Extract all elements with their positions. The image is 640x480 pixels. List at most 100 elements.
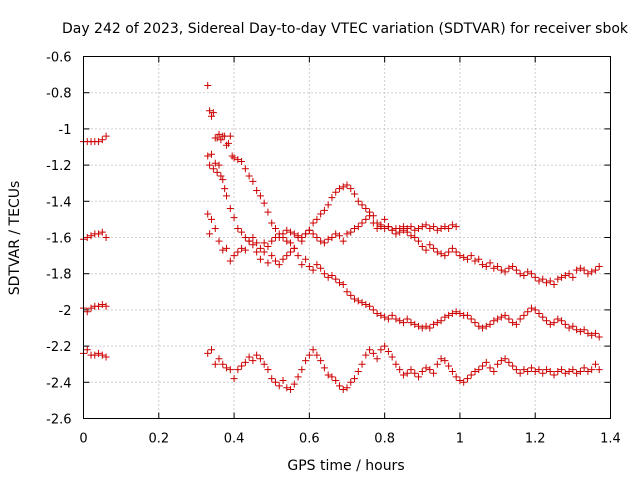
data-point [275, 382, 283, 390]
data-point [576, 264, 584, 272]
data-point [539, 369, 547, 377]
data-point [588, 331, 596, 339]
data-point [268, 237, 276, 245]
data-point [384, 348, 392, 356]
data-point [430, 369, 438, 377]
data-point [524, 308, 532, 316]
series-arc-2 [80, 228, 110, 243]
data-point [83, 346, 91, 354]
data-point [206, 230, 214, 238]
data-point [209, 109, 217, 117]
data-point [527, 304, 535, 312]
data-point [98, 351, 106, 359]
data-point [415, 224, 423, 232]
data-point [512, 320, 520, 328]
data-point [238, 157, 246, 165]
data-point [531, 367, 539, 375]
data-point [358, 299, 366, 307]
data-point [102, 302, 110, 310]
data-point [576, 367, 584, 375]
data-point [433, 360, 441, 368]
data-point [204, 349, 212, 357]
y-tick-label: -0.8 [46, 87, 71, 102]
data-point [445, 311, 453, 319]
data-point [418, 243, 426, 251]
data-point [392, 224, 400, 232]
data-point [283, 252, 291, 260]
data-point [313, 261, 321, 269]
data-point [226, 366, 234, 374]
data-point [445, 248, 453, 256]
data-point [302, 357, 310, 365]
data-point [422, 221, 430, 229]
x-tick-label: 0.6 [299, 432, 320, 447]
data-point [580, 326, 588, 334]
data-point [422, 322, 430, 330]
data-point [558, 317, 566, 325]
data-point [558, 273, 566, 281]
data-point [369, 349, 377, 357]
data-point [403, 369, 411, 377]
data-point [550, 281, 558, 289]
data-point [241, 358, 249, 366]
data-point [403, 224, 411, 232]
data-point [399, 226, 407, 234]
data-point [426, 224, 434, 232]
data-point [497, 313, 505, 321]
data-point [411, 234, 419, 241]
data-point [219, 360, 227, 368]
data-point [358, 360, 366, 368]
data-point [294, 252, 302, 260]
data-point [546, 320, 554, 328]
data-point [490, 367, 498, 375]
grid-lines [83, 56, 611, 419]
x-axis-label: GPS time / hours [287, 458, 404, 474]
data-point [366, 208, 374, 216]
data-point [482, 358, 490, 366]
y-tick-label: -1.6 [46, 232, 71, 247]
data-point [411, 369, 419, 377]
data-point [238, 362, 246, 370]
data-point [569, 273, 577, 281]
data-point [494, 262, 502, 270]
data-point [260, 239, 268, 247]
x-tick-label: 0.2 [148, 432, 169, 447]
data-point [580, 266, 588, 274]
data-point [207, 215, 215, 223]
data-point [396, 228, 404, 236]
data-point [253, 186, 261, 194]
data-point [573, 266, 581, 274]
data-point [396, 366, 404, 374]
data-point [256, 355, 264, 363]
data-point [531, 273, 539, 281]
series-arc-5 [204, 81, 603, 341]
data-point [384, 223, 392, 231]
data-point [430, 320, 438, 328]
data-point [95, 230, 103, 238]
data-point [332, 188, 340, 196]
data-point [226, 132, 234, 140]
data-point [91, 351, 99, 359]
data-point [373, 355, 381, 363]
x-tick-labels: 0 0.2 0.4 0.6 0.8 1 1.2 1.4 [79, 432, 620, 447]
data-point [294, 234, 302, 241]
data-point [339, 281, 347, 289]
data-point [213, 168, 221, 176]
data-point [392, 315, 400, 323]
data-point [215, 161, 223, 169]
data-point [347, 291, 355, 299]
data-point [98, 136, 106, 144]
series-arc-3 [80, 300, 110, 316]
data-point [494, 315, 502, 323]
data-point [475, 366, 483, 374]
data-point [509, 319, 517, 327]
data-point [448, 244, 456, 252]
data-point [268, 375, 276, 383]
data-point [204, 152, 212, 160]
data-point [527, 270, 535, 278]
data-point [415, 373, 423, 381]
x-tick-label: 1 [456, 432, 464, 447]
data-point [309, 266, 317, 274]
data-point [565, 324, 573, 332]
data-point [381, 215, 389, 223]
